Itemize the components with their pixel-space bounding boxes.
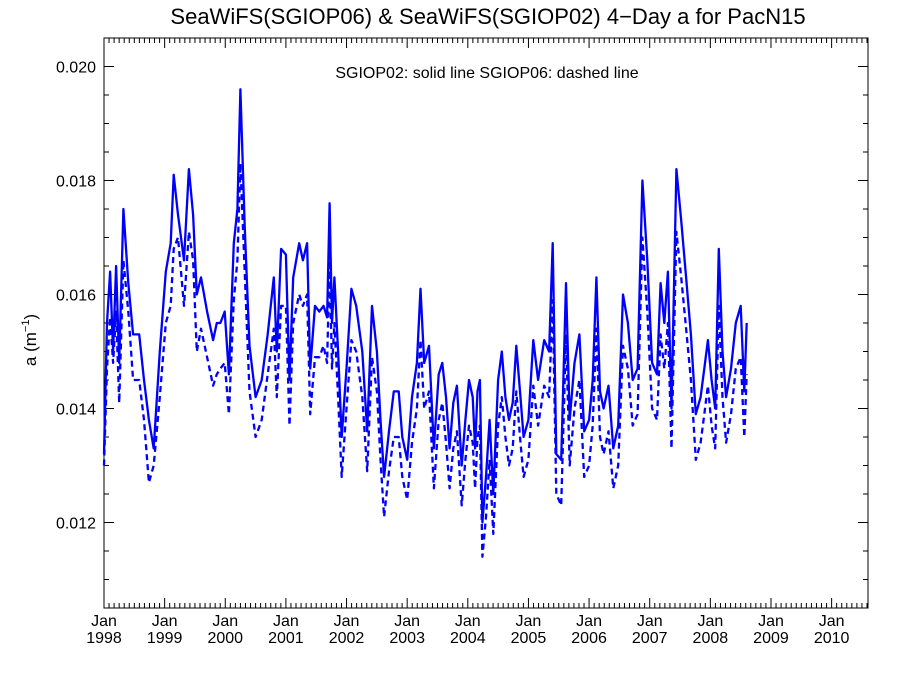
y-axis-label-close: ) [21, 314, 40, 320]
y-axis: 0.012 0.014 0.016 0.018 0.020 [56, 37, 868, 609]
y-axis-label-sup: −1 [20, 320, 32, 333]
x-tick-year: 2006 [571, 630, 607, 647]
x-tick-year: 1998 [86, 630, 122, 647]
x-tick-year: 1999 [147, 630, 183, 647]
x-tick-year: 2005 [511, 630, 547, 647]
y-axis-label-main: a (m [21, 332, 40, 366]
x-tick-month: Jan [91, 613, 117, 630]
x-tick-month: Jan [212, 613, 238, 630]
x-tick-month: Jan [394, 613, 420, 630]
x-tick-month: Jan [637, 613, 663, 630]
y-tick-label: 0.018 [56, 174, 96, 191]
x-tick-year: 2007 [632, 630, 668, 647]
series-line-dashed [102, 162, 748, 558]
x-tick-year: 2008 [693, 630, 729, 647]
x-axis: Jan1998Jan1999Jan2000Jan2001Jan2002Jan20… [86, 38, 868, 647]
x-tick-year: 2009 [753, 630, 789, 647]
y-tick-label: 0.016 [56, 288, 96, 305]
x-tick-month: Jan [576, 613, 602, 630]
x-tick-year: 2004 [450, 630, 486, 647]
series-line-solid [102, 88, 748, 524]
x-tick-month: Jan [819, 613, 845, 630]
y-tick-label: 0.020 [56, 60, 96, 77]
y-axis-label: a (m−1) [20, 314, 40, 366]
x-tick-year: 2002 [329, 630, 365, 647]
y-tick-label: 0.012 [56, 516, 96, 533]
x-tick-month: Jan [334, 613, 360, 630]
x-tick-month: Jan [516, 613, 542, 630]
series-annotation: SGIOP02: solid line SGIOP06: dashed line [335, 65, 638, 82]
y-tick-label: 0.014 [56, 402, 96, 419]
x-tick-year: 2000 [207, 630, 243, 647]
x-tick-year: 2010 [814, 630, 850, 647]
x-tick-month: Jan [152, 613, 178, 630]
x-tick-month: Jan [455, 613, 481, 630]
x-tick-year: 2001 [268, 630, 304, 647]
series-group [102, 88, 748, 558]
x-tick-month: Jan [273, 613, 299, 630]
x-tick-month: Jan [697, 613, 723, 630]
x-tick-year: 2003 [389, 630, 425, 647]
x-tick-month: Jan [758, 613, 784, 630]
chart-title: SeaWiFS(SGIOP06) & SeaWiFS(SGIOP02) 4−Da… [170, 4, 805, 29]
